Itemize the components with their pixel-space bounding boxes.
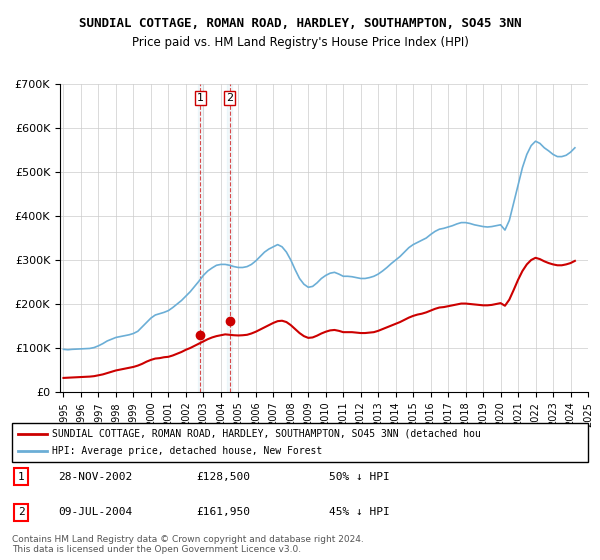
Text: 28-NOV-2002: 28-NOV-2002 xyxy=(58,472,133,482)
Text: 2: 2 xyxy=(226,93,233,103)
Bar xyxy=(198,84,203,392)
Text: Contains HM Land Registry data © Crown copyright and database right 2024.
This d: Contains HM Land Registry data © Crown c… xyxy=(12,535,364,554)
FancyBboxPatch shape xyxy=(12,423,588,462)
Text: SUNDIAL COTTAGE, ROMAN ROAD, HARDLEY, SOUTHAMPTON, SO45 3NN: SUNDIAL COTTAGE, ROMAN ROAD, HARDLEY, SO… xyxy=(79,17,521,30)
Text: £161,950: £161,950 xyxy=(196,507,250,517)
Text: £128,500: £128,500 xyxy=(196,472,250,482)
Text: HPI: Average price, detached house, New Forest: HPI: Average price, detached house, New … xyxy=(52,446,323,456)
Text: 1: 1 xyxy=(197,93,204,103)
Text: 1: 1 xyxy=(18,472,25,482)
Text: SUNDIAL COTTAGE, ROMAN ROAD, HARDLEY, SOUTHAMPTON, SO45 3NN (detached hou: SUNDIAL COTTAGE, ROMAN ROAD, HARDLEY, SO… xyxy=(52,429,481,439)
Text: 09-JUL-2004: 09-JUL-2004 xyxy=(58,507,133,517)
Text: Price paid vs. HM Land Registry's House Price Index (HPI): Price paid vs. HM Land Registry's House … xyxy=(131,36,469,49)
Text: 2: 2 xyxy=(18,507,25,517)
Bar xyxy=(227,84,232,392)
Text: 50% ↓ HPI: 50% ↓ HPI xyxy=(329,472,389,482)
Text: 45% ↓ HPI: 45% ↓ HPI xyxy=(329,507,389,517)
